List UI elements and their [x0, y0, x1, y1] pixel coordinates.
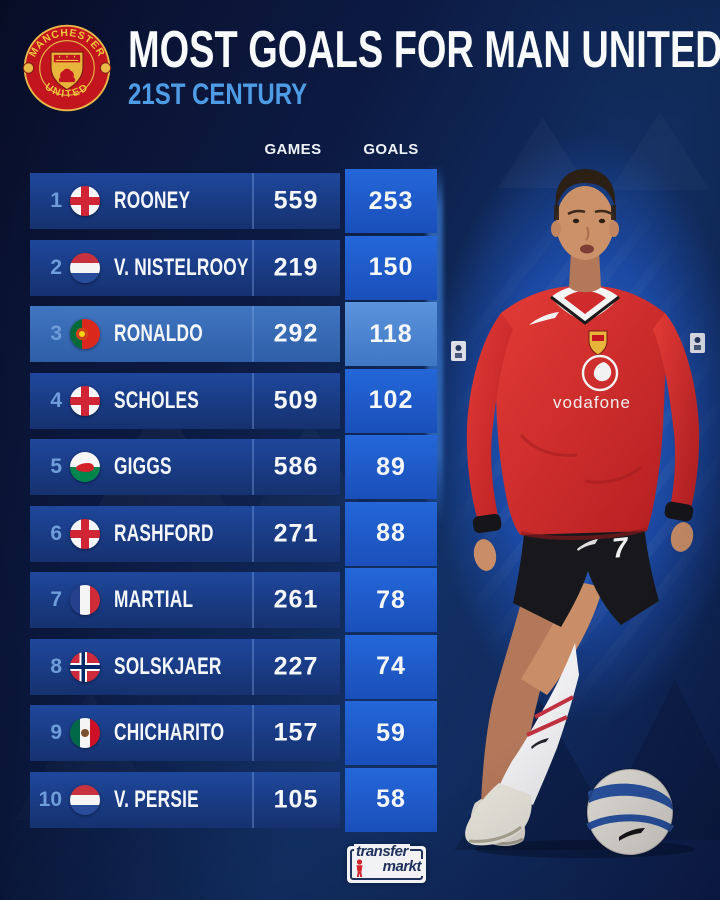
column-divider: [252, 372, 254, 429]
games-value: 271: [273, 519, 319, 547]
player-name: SOLSKJAER: [114, 652, 222, 680]
column-divider: [252, 439, 254, 495]
games-value: 509: [273, 386, 319, 414]
player-name: V. NISTELROOY: [114, 253, 249, 281]
rank-label: 1: [50, 189, 62, 212]
goals-box: 74: [345, 634, 437, 699]
player-name: ROONEY: [114, 187, 191, 214]
column-divider: [252, 572, 254, 628]
table-row-highlighted: 3 RONALDO 292 118: [30, 302, 437, 366]
row-band: 10 V. PERSIE 105: [30, 771, 340, 828]
column-divider: [252, 771, 254, 828]
player-name: RONALDO: [114, 320, 203, 347]
rank-label: 10: [38, 787, 62, 811]
column-header-games: GAMES: [264, 141, 322, 158]
player-name: SCHOLES: [114, 386, 200, 414]
player-name: GIGGS: [114, 453, 172, 480]
flag-norway-icon: [70, 651, 100, 682]
row-band: 5 GIGGS 586: [30, 439, 340, 495]
rank-label: 8: [50, 654, 62, 678]
table-row: 1 ROONEY 559 253: [30, 169, 437, 233]
table-row: 2 V. NISTELROOY 219 150: [30, 235, 437, 300]
player-name: V. PERSIE: [114, 785, 199, 813]
flag-england-icon: [70, 518, 100, 549]
table-row: 6 RASHFORD 271 88: [30, 501, 437, 566]
goals-box: 150: [345, 235, 437, 300]
goals-box: 118: [345, 302, 437, 366]
rank-label: 7: [50, 588, 62, 611]
row-band: 2 V. NISTELROOY 219: [30, 239, 340, 296]
flag-netherlands-icon: [70, 784, 100, 815]
row-band: 4 SCHOLES 509: [30, 372, 340, 429]
column-divider: [252, 173, 254, 229]
page-subtitle: 21ST CENTURY: [128, 78, 308, 111]
column-divider: [252, 505, 254, 562]
row-band: 8 SOLSKJAER 227: [30, 638, 340, 695]
rank-label: 6: [50, 521, 62, 545]
flag-portugal-icon: [70, 319, 100, 349]
row-band: 7 MARTIAL 261: [30, 572, 340, 628]
goals-box: 89: [345, 435, 437, 499]
goals-box: 78: [345, 568, 437, 632]
games-value: 157: [273, 718, 319, 747]
flag-france-icon: [70, 585, 100, 615]
transfermarkt-logo: transfer markt: [347, 843, 426, 883]
transfermarkt-wordmark-bottom: markt: [380, 858, 423, 876]
rank-label: 3: [50, 322, 62, 345]
flag-england-icon: [70, 385, 100, 416]
flag-wales-icon: [70, 452, 100, 482]
transfermarkt-mascot-icon: [356, 859, 363, 877]
rank-label: 2: [50, 255, 62, 279]
player-name: CHICHARITO: [114, 719, 225, 746]
flag-england-icon: [70, 186, 100, 216]
table-row: 8 SOLSKJAER 227 74: [30, 634, 437, 699]
player-name: RASHFORD: [114, 519, 214, 547]
shirt-number-text: 7: [611, 531, 631, 564]
rank-label: 9: [50, 721, 62, 744]
transfermarkt-wordmark-top: transfer: [354, 843, 410, 861]
games-value: 261: [273, 585, 319, 614]
ranking-table: 1 ROONEY 559 253 2 V. NISTELROOY 219 150…: [30, 169, 437, 832]
games-value: 559: [273, 186, 319, 215]
rank-label: 5: [50, 455, 62, 478]
table-row: 10 V. PERSIE 105 58: [30, 767, 437, 832]
goals-box: 88: [345, 501, 437, 566]
games-value: 586: [273, 452, 319, 481]
man-united-crest: MANCHESTER UNITED: [22, 24, 112, 112]
row-band: 6 RASHFORD 271: [30, 505, 340, 562]
table-row: 9 CHICHARITO 157 59: [30, 701, 437, 765]
goals-box: 102: [345, 368, 437, 433]
column-divider: [252, 638, 254, 695]
flag-netherlands-icon: [70, 252, 100, 283]
column-divider: [252, 239, 254, 296]
row-band: 1 ROONEY 559: [30, 173, 340, 229]
page-title: MOST GOALS FOR MAN UNITED: [128, 21, 720, 79]
player-name: MARTIAL: [114, 586, 194, 613]
column-header-goals: GOALS: [363, 141, 419, 158]
table-row: 5 GIGGS 586 89: [30, 435, 437, 499]
column-divider: [252, 705, 254, 761]
shirt-sponsor-text: vodafone: [553, 393, 631, 412]
games-value: 227: [273, 652, 319, 680]
games-value: 292: [273, 319, 319, 348]
goals-box: 253: [345, 169, 437, 233]
column-divider: [252, 306, 254, 362]
rank-label: 4: [50, 388, 62, 412]
flag-mexico-icon: [70, 718, 100, 748]
games-value: 219: [273, 253, 319, 281]
row-band: 9 CHICHARITO 157: [30, 705, 340, 761]
player-photo-ronaldo: vodafone 7: [451, 169, 705, 858]
games-value: 105: [273, 785, 319, 813]
row-band: 3 RONALDO 292: [30, 306, 340, 362]
goals-box: 59: [345, 701, 437, 765]
table-row: 4 SCHOLES 509 102: [30, 368, 437, 433]
table-row: 7 MARTIAL 261 78: [30, 568, 437, 632]
goals-box: 58: [345, 767, 437, 832]
